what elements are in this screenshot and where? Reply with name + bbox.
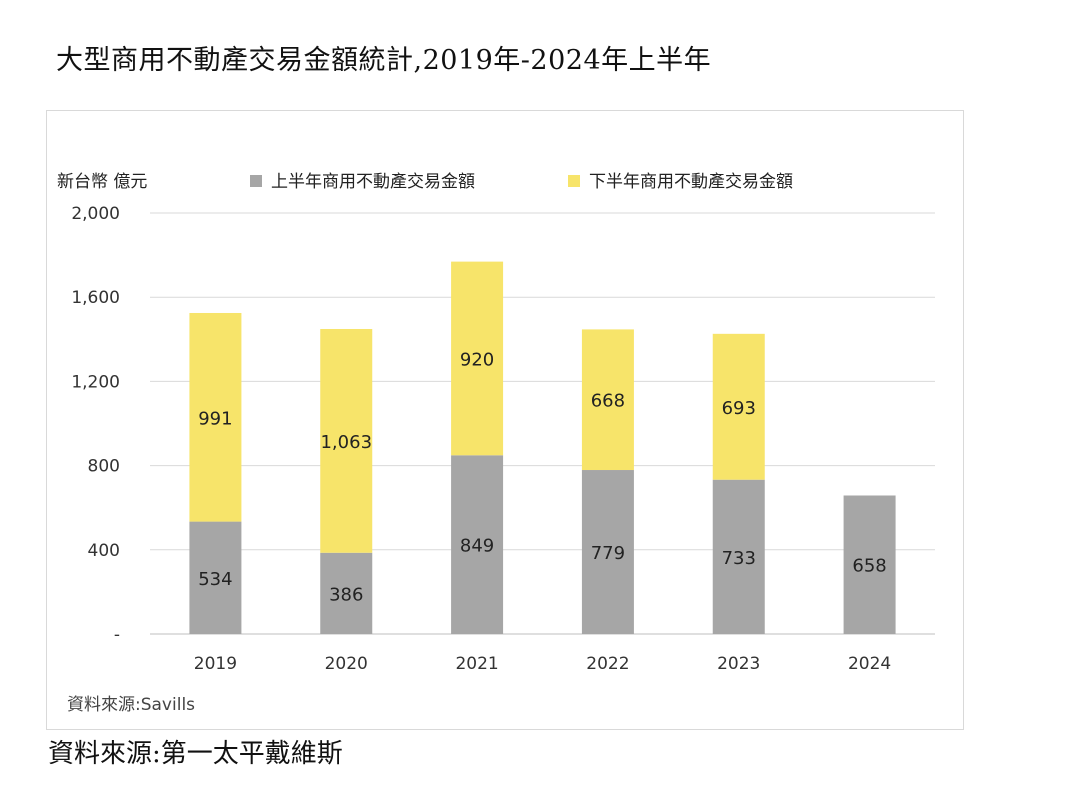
bar-value-label: 658 xyxy=(852,556,886,577)
bar-segment-first-half xyxy=(581,470,634,634)
y-tick-label: 2,000 xyxy=(71,204,120,224)
y-axis: - 400 800 1,200 1,600 2,000 xyxy=(71,204,120,645)
footer-source: 資料來源:第一太平戴維斯 xyxy=(48,739,343,769)
bar-segment-second-half xyxy=(451,261,504,456)
bar-value-label: 1,063 xyxy=(320,432,372,453)
bars xyxy=(189,261,896,634)
bar-value-label: 849 xyxy=(460,536,494,557)
legend-swatch xyxy=(568,175,580,187)
bar-segment-second-half xyxy=(189,312,242,522)
x-axis: 2019 2020 2021 2022 2023 2024 xyxy=(194,654,891,674)
bar-value-label: 386 xyxy=(329,584,363,605)
bar-value-label: 991 xyxy=(198,408,232,429)
x-tick-label: 2024 xyxy=(848,654,891,674)
bar-value-label: 693 xyxy=(722,398,756,419)
bar-segment-first-half xyxy=(712,479,765,634)
x-tick-label: 2020 xyxy=(325,654,368,674)
bar-value-label: 733 xyxy=(722,548,756,569)
bar-value-label: 779 xyxy=(591,543,625,564)
x-tick-label: 2019 xyxy=(194,654,237,674)
y-tick-label: 800 xyxy=(88,457,120,477)
legend-label: 上半年商用不動產交易金額 xyxy=(271,172,475,192)
y-tick-label: - xyxy=(114,625,120,645)
bar-segment-second-half xyxy=(581,329,634,471)
bar-segment-first-half xyxy=(189,521,242,634)
y-tick-label: 1,200 xyxy=(71,372,120,392)
y-tick-label: 400 xyxy=(88,541,120,561)
bar-segment-first-half xyxy=(843,495,896,634)
x-tick-label: 2023 xyxy=(717,654,760,674)
legend-label: 下半年商用不動產交易金額 xyxy=(589,172,793,192)
bar-value-label: 920 xyxy=(460,349,494,370)
bar-value-labels: 534 991 386 1,063 849 920 779 668 733 693 658 xyxy=(198,349,887,605)
bar-segment-second-half xyxy=(712,333,765,480)
y-tick-label: 1,600 xyxy=(71,288,120,308)
legend: 上半年商用不動產交易金額 下半年商用不動產交易金額 xyxy=(250,172,793,192)
x-tick-label: 2021 xyxy=(455,654,498,674)
legend-swatch xyxy=(250,175,262,187)
bar-value-label: 668 xyxy=(591,391,625,412)
stacked-bar-chart: - 400 800 1,200 1,600 2,000 534 991 386 1,063 849… xyxy=(57,172,935,715)
bar-segment-first-half xyxy=(451,455,504,634)
bar-value-label: 534 xyxy=(198,569,232,590)
bar-segment-second-half xyxy=(320,328,373,553)
unit-label: 新台幣 億元 xyxy=(57,172,147,192)
gridlines xyxy=(150,212,935,635)
bar-segment-first-half xyxy=(320,552,373,634)
page-title: 大型商用不動產交易金額統計,2019年-2024年上半年 xyxy=(56,45,712,76)
chart-frame: - 400 800 1,200 1,600 2,000 534 991 386 1,063 849… xyxy=(46,110,964,730)
chart-source-note: 資料來源:Savills xyxy=(67,695,195,715)
x-tick-label: 2022 xyxy=(586,654,629,674)
